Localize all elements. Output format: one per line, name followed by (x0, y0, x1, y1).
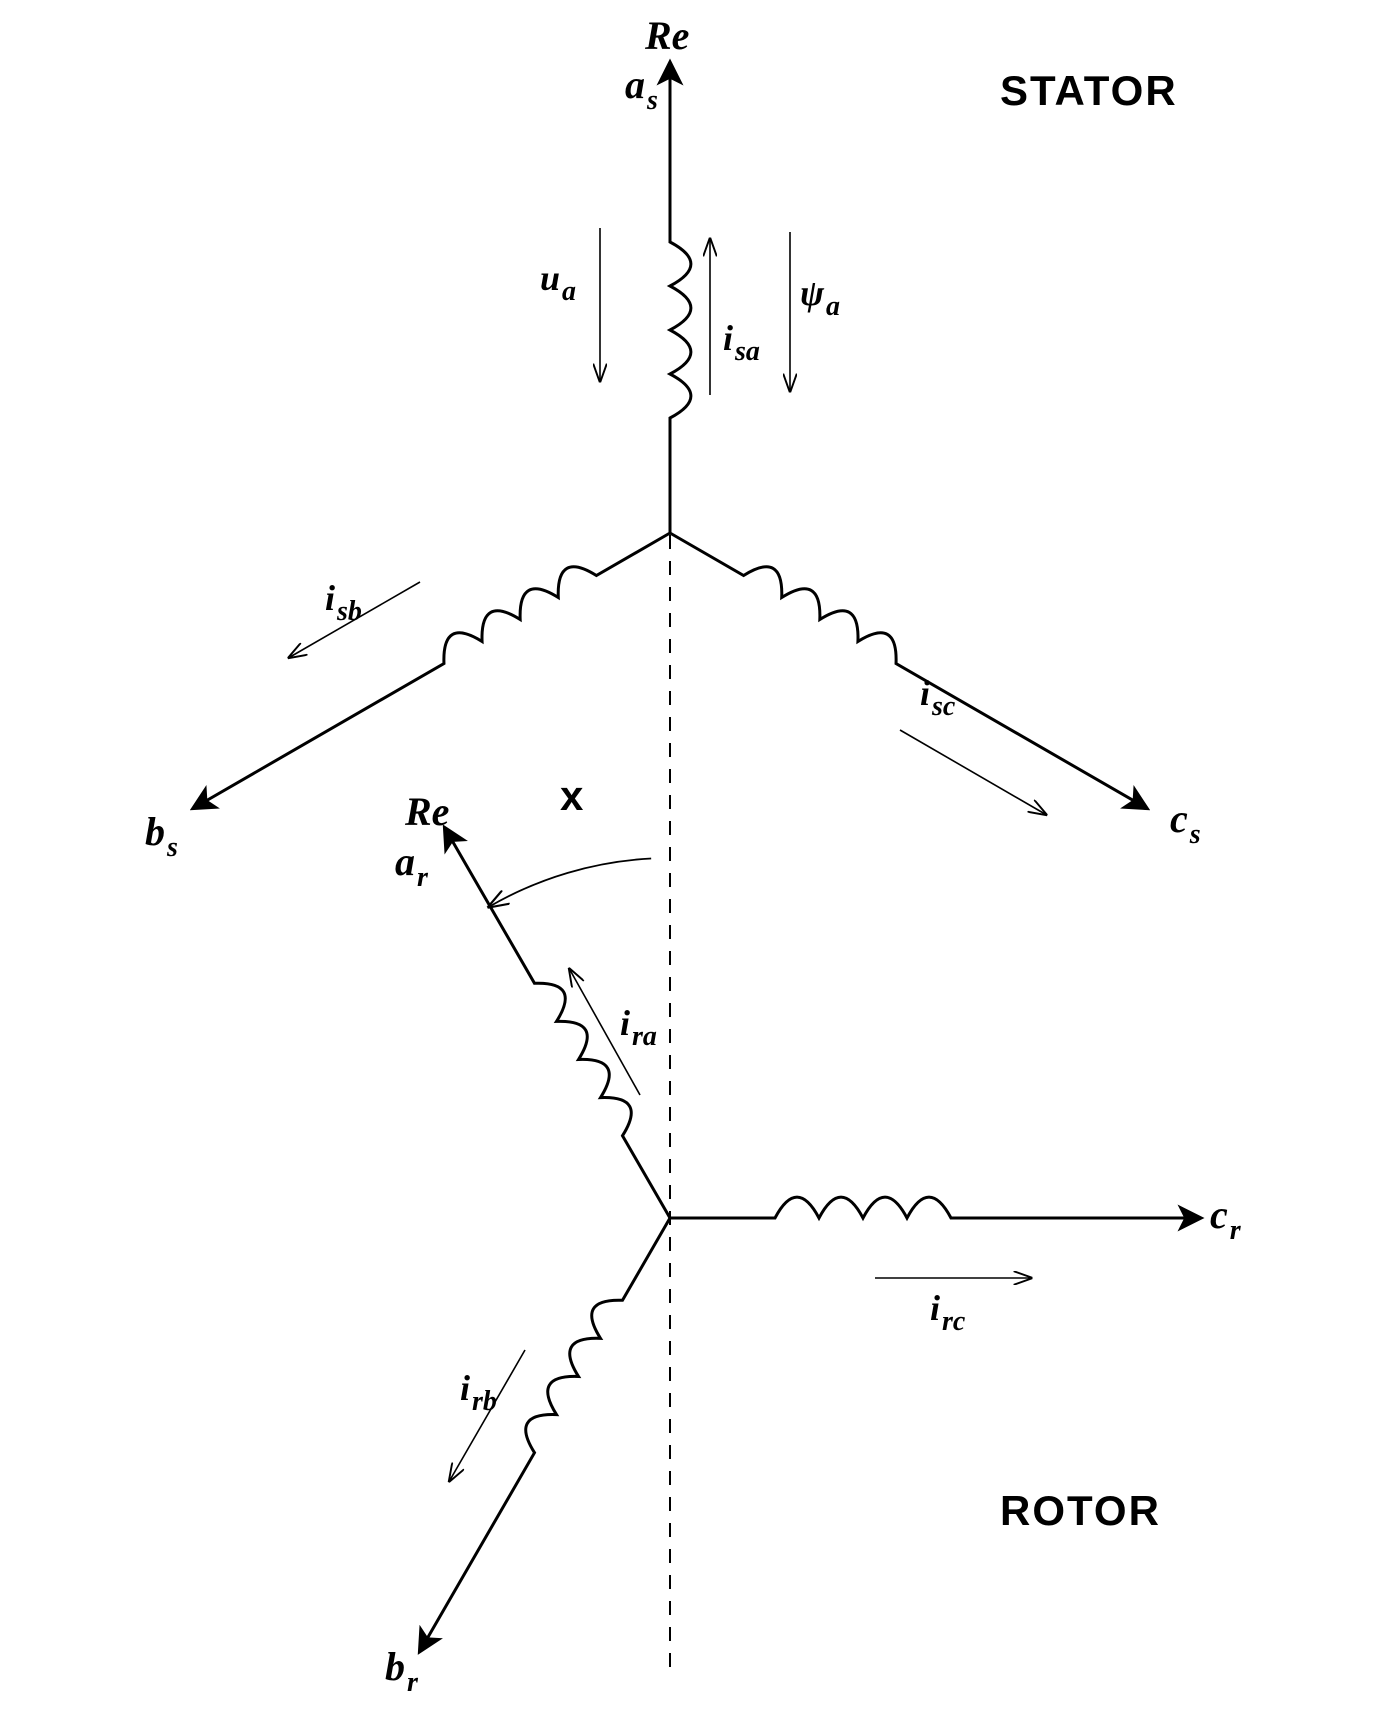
rotor-phase-c-i-label: irc (930, 1288, 966, 1337)
rotor-phase-a-i-label: ira (620, 1003, 657, 1052)
rotor-heading: ROTOR (1000, 1487, 1161, 1534)
stator-phase-c-i-label: isc (920, 673, 956, 722)
stator-phase-c-axis-label: cs (1170, 796, 1201, 850)
rotor-angle-label: x (560, 772, 584, 819)
rotor-phase-b-axis-label: br (385, 1644, 419, 1698)
stator-phase-a-u-label: ua (540, 258, 576, 307)
rotor-phase-b-i-label: irb (460, 1368, 497, 1417)
rotor-phase-a-axis-label: ar (395, 839, 429, 893)
stator-phase-a-psi-label: ψa (800, 273, 840, 322)
stator-heading: STATOR (1000, 67, 1178, 114)
stator-phase-b-i-label: isb (325, 578, 362, 627)
stator-phase-a-axis-line (670, 63, 691, 533)
stator-phase-c-i-arrow (900, 730, 1045, 814)
rotor-phase-a-re-label: Re (404, 789, 449, 834)
stator-phase-a: asRe ua isa ψa (540, 13, 840, 533)
rotor-phase-a: ar Re ira (395, 789, 670, 1218)
stator-rotor-diagram: asReuaisaψabsisbcsiscarReirabrirbcrircxS… (0, 0, 1399, 1735)
rotor-phase-c-axis-line (670, 1197, 1200, 1218)
rotor-phase-b-axis-line (420, 1218, 670, 1651)
stator-phase-c: cs isc (670, 533, 1201, 850)
rotor-phase-b: br irb (385, 1218, 670, 1698)
stator-phase-a-re-label: Re (644, 13, 689, 58)
stator-phase-b-axis-line (194, 533, 670, 808)
stator-phase-b-axis-label: bs (145, 809, 178, 863)
stator-phase-a-axis-label: as (625, 62, 658, 116)
rotor-angle-arc (490, 858, 651, 906)
stator-phase-c-axis-line (670, 533, 1146, 808)
rotor-phase-c-axis-label: cr (1210, 1192, 1242, 1246)
rotor-phase-c: cr irc (670, 1192, 1242, 1337)
stator-phase-a-i-label: isa (723, 318, 760, 367)
